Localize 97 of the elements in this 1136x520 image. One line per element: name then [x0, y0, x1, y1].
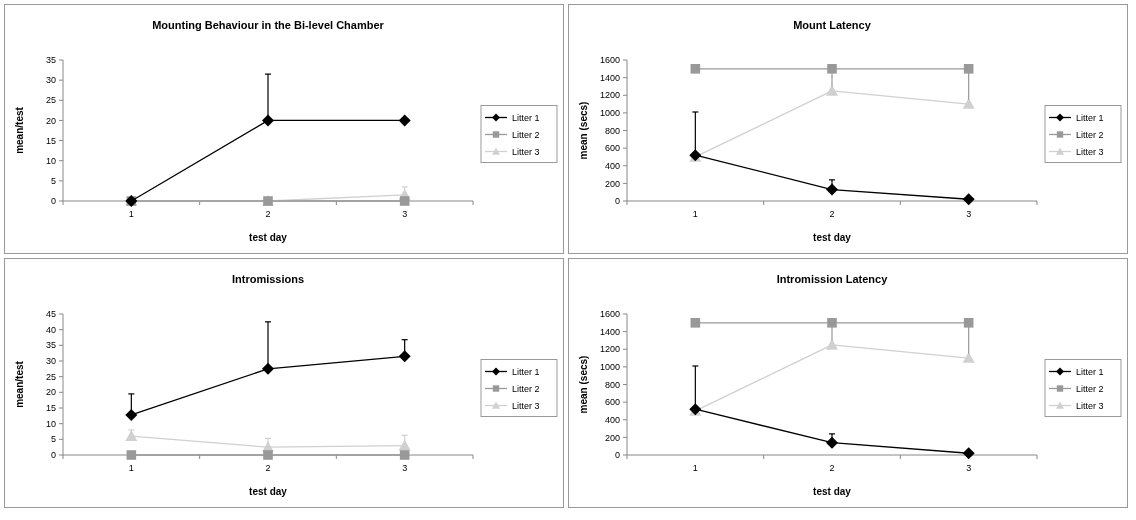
point [962, 193, 975, 206]
y-tick-label: 600 [604, 143, 620, 154]
y-axis-title: mean/test [14, 360, 25, 408]
y-tick-label: 0 [614, 196, 620, 207]
x-tick-label: 3 [966, 209, 972, 219]
legend-label: Litter 1 [1076, 112, 1104, 123]
legend-label: Litter 3 [512, 400, 540, 411]
point [827, 64, 837, 74]
legend-label: Litter 3 [1076, 146, 1104, 157]
legend-label: Litter 1 [512, 366, 540, 377]
x-tick-label: 2 [829, 463, 835, 473]
y-tick-label: 45 [45, 309, 56, 320]
point [962, 352, 975, 363]
chart-title: Mount Latency [793, 19, 872, 31]
y-tick-label: 400 [604, 414, 620, 425]
y-tick-label: 20 [45, 115, 56, 126]
x-tick-label: 3 [966, 463, 972, 473]
point [827, 318, 837, 328]
point [126, 450, 137, 460]
legend-label: Litter 2 [512, 383, 540, 394]
y-tick-label: 800 [604, 125, 620, 136]
x-tick-label: 3 [402, 209, 408, 219]
point [398, 114, 411, 127]
point [826, 183, 838, 196]
x-tick-label: 1 [692, 463, 698, 473]
point [963, 64, 974, 74]
point [962, 447, 975, 460]
y-tick-label: 1400 [599, 326, 620, 337]
point [125, 408, 138, 421]
legend-label: Litter 3 [1076, 400, 1104, 411]
y-tick-label: 1600 [599, 55, 620, 66]
point [125, 430, 138, 441]
y-tick-label: 25 [45, 95, 56, 106]
y-tick-label: 0 [50, 450, 56, 461]
y-tick-label: 1400 [599, 72, 620, 83]
y-axis-title: mean (secs) [578, 355, 589, 414]
y-tick-label: 30 [45, 75, 56, 86]
legend-label: Litter 2 [512, 129, 540, 140]
point [826, 338, 838, 350]
y-tick-label: 1000 [599, 362, 620, 373]
point [263, 450, 273, 460]
y-axis-title: mean/test [14, 106, 25, 154]
point [398, 439, 411, 451]
x-tick-label: 2 [265, 463, 271, 473]
y-tick-label: 20 [45, 387, 56, 398]
point [826, 436, 838, 449]
point [399, 196, 410, 206]
y-tick-label: 10 [45, 155, 56, 166]
chart-title: Intromission Latency [776, 273, 889, 285]
x-axis-title: test day [813, 486, 852, 497]
y-tick-label: 5 [50, 434, 56, 445]
y-tick-label: 1600 [599, 309, 620, 320]
point [399, 450, 410, 460]
x-axis-title: test day [813, 232, 852, 243]
point [262, 362, 274, 375]
y-tick-label: 30 [45, 356, 56, 367]
y-tick-label: 15 [45, 403, 56, 414]
x-tick-label: 1 [128, 209, 134, 219]
x-tick-label: 1 [128, 463, 134, 473]
y-tick-label: 25 [45, 371, 56, 382]
legend-label: Litter 2 [1076, 383, 1104, 394]
y-tick-label: 1200 [599, 344, 620, 355]
point [963, 318, 974, 328]
y-tick-label: 1200 [599, 90, 620, 101]
legend-label: Litter 3 [512, 146, 540, 157]
chart-title: Intromissions [231, 273, 305, 285]
y-tick-label: 0 [614, 450, 620, 461]
y-tick-label: 200 [604, 178, 620, 189]
y-tick-label: 600 [604, 397, 620, 408]
y-tick-label: 35 [45, 55, 56, 66]
y-tick-label: 10 [45, 418, 56, 429]
x-tick-label: 2 [829, 209, 835, 219]
legend-label: Litter 1 [1076, 366, 1104, 377]
point [262, 114, 274, 127]
x-tick-label: 2 [265, 209, 271, 219]
point [826, 84, 838, 96]
y-tick-label: 0 [50, 196, 56, 207]
y-tick-label: 200 [604, 432, 620, 443]
y-tick-label: 5 [50, 176, 56, 187]
legend-label: Litter 1 [512, 112, 540, 123]
x-axis-title: test day [249, 232, 288, 243]
point [398, 350, 411, 363]
legend-label: Litter 2 [1076, 129, 1104, 140]
y-tick-label: 400 [604, 160, 620, 171]
y-tick-label: 35 [45, 340, 56, 351]
point [690, 318, 701, 328]
x-tick-label: 3 [402, 463, 408, 473]
y-axis-title: mean (secs) [578, 101, 589, 160]
y-tick-label: 15 [45, 135, 56, 146]
point [962, 98, 975, 109]
y-tick-label: 40 [45, 324, 56, 335]
point [690, 64, 701, 74]
y-tick-label: 800 [604, 379, 620, 390]
x-axis-title: test day [249, 486, 288, 497]
x-tick-label: 1 [692, 209, 698, 219]
y-tick-label: 1000 [599, 108, 620, 119]
chart-title: Mounting Behaviour in the Bi-level Chamber [152, 19, 385, 31]
